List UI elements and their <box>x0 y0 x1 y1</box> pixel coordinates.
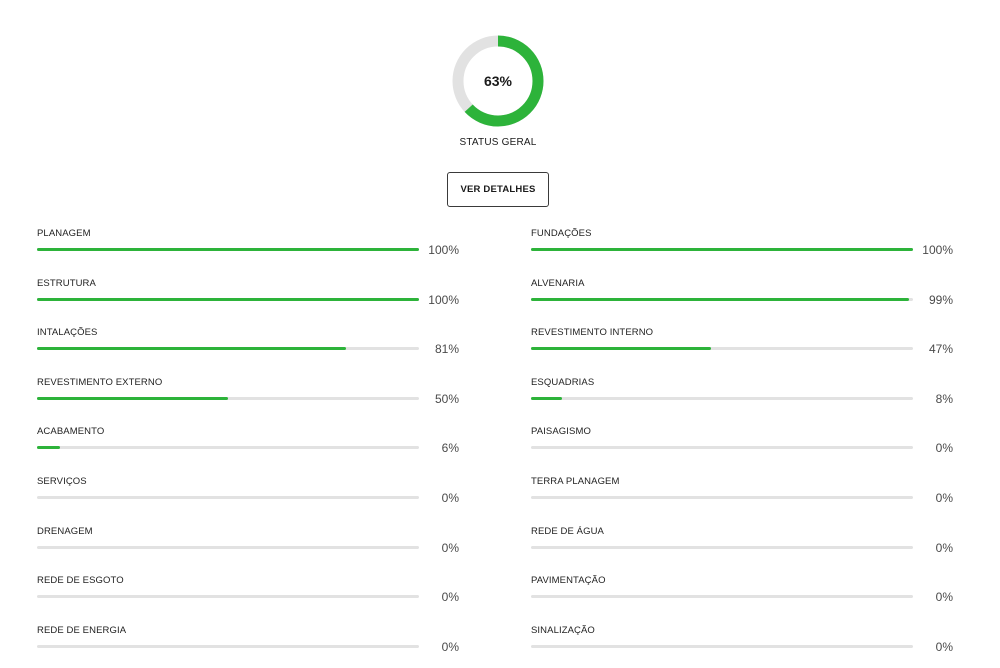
progress-percent: 0% <box>935 639 953 654</box>
progress-track <box>531 495 913 499</box>
progress-track <box>37 595 419 599</box>
progress-track <box>37 347 419 351</box>
progress-fill <box>531 396 562 400</box>
progress-track <box>37 446 419 450</box>
progress-fill <box>37 347 347 351</box>
progress-item-label: FUNDAÇÕES <box>531 228 592 239</box>
progress-percent: 0% <box>441 590 459 605</box>
progress-item-label: PAVIMENTAÇÃO <box>531 575 606 587</box>
progress-fill <box>531 248 913 251</box>
progress-percent: 0% <box>441 540 459 555</box>
progress-percent: 6% <box>441 441 459 456</box>
progress-percent: 100% <box>428 243 459 257</box>
progress-percent: 0% <box>441 490 459 505</box>
progress-track <box>37 396 419 400</box>
progress-fill <box>37 297 419 301</box>
progress-track <box>37 545 419 549</box>
progress-item-label: ESTRUTURA <box>37 277 96 289</box>
progress-percent: 0% <box>935 590 953 605</box>
progress-percent: 81% <box>434 342 459 357</box>
progress-percent: 50% <box>434 391 459 406</box>
progress-item-label: REDE DE ESGOTO <box>37 575 124 587</box>
progress-track <box>531 297 913 301</box>
progress-item-label: PLANAGEM <box>37 228 91 239</box>
progress-track <box>37 248 419 251</box>
overall-status-donut: 63% <box>451 34 545 128</box>
view-details-button[interactable]: VER DETALHES <box>447 172 549 207</box>
progress-track <box>531 396 913 400</box>
progress-percent: 8% <box>935 391 953 406</box>
progress-item-label: ALVENARIA <box>531 277 585 289</box>
donut-chart <box>452 35 544 127</box>
progress-fill <box>531 297 910 301</box>
progress-fill <box>531 347 711 351</box>
progress-percent: 0% <box>935 490 953 505</box>
progress-track <box>531 545 913 549</box>
progress-fill <box>37 446 60 450</box>
progress-track <box>37 644 419 648</box>
progress-item-label: DRENAGEM <box>37 525 93 537</box>
progress-percent: 100% <box>922 243 953 257</box>
progress-track <box>531 595 913 599</box>
progress-item-label: REVESTIMENTO INTERNO <box>531 327 654 339</box>
progress-item-label: ESQUADRIAS <box>531 376 595 388</box>
progress-percent: 0% <box>441 639 459 654</box>
progress-track <box>531 644 913 648</box>
overall-percent: 63% <box>483 73 513 89</box>
status-label: STATUS GERAL <box>459 137 537 148</box>
progress-item-label: SINALIZAÇÃO <box>531 624 595 636</box>
progress-percent: 0% <box>935 540 953 555</box>
progress-item-label: SERVIÇOS <box>37 475 87 487</box>
progress-track <box>37 495 419 499</box>
progress-item-label: REDE DE ÁGUA <box>531 525 604 537</box>
progress-track <box>531 446 913 450</box>
progress-percent: 0% <box>935 441 953 456</box>
progress-percent: 47% <box>928 342 953 357</box>
progress-track <box>37 297 419 301</box>
progress-track <box>531 347 913 351</box>
progress-item-label: TERRA PLANAGEM <box>531 475 620 487</box>
progress-track <box>531 248 913 251</box>
progress-percent: 99% <box>928 292 953 307</box>
progress-item-label: ACABAMENTO <box>37 426 105 438</box>
progress-item-label: REVESTIMENTO EXTERNO <box>37 376 163 388</box>
progress-item-label: PAISAGISMO <box>531 426 591 438</box>
progress-percent: 100% <box>428 292 459 307</box>
progress-fill <box>37 396 228 400</box>
donut-progress-arc <box>452 35 544 127</box>
progress-item-label: INTALAÇÕES <box>37 327 98 339</box>
progress-item-label: REDE DE ENERGIA <box>37 624 127 636</box>
progress-fill <box>37 248 419 251</box>
